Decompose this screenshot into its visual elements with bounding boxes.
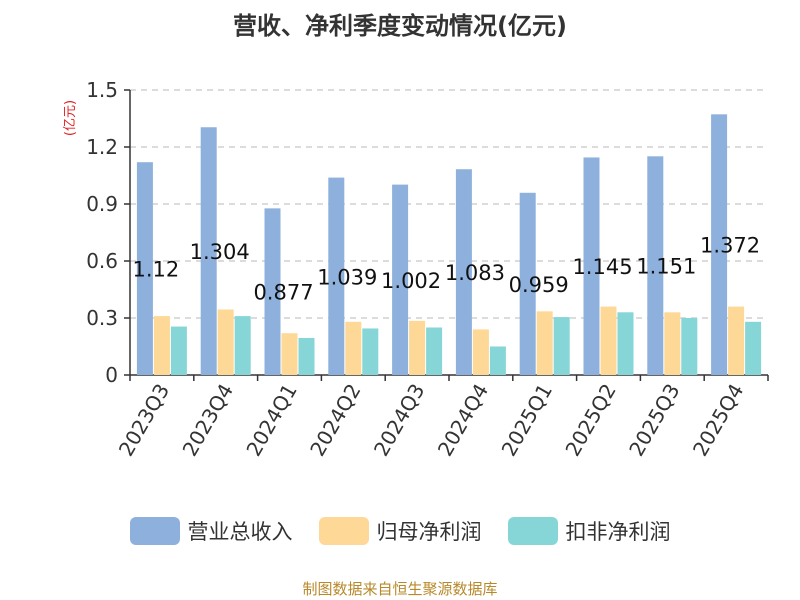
bar bbox=[553, 317, 570, 375]
bar bbox=[264, 208, 281, 375]
x-tick-label: 2025Q3 bbox=[624, 380, 684, 461]
bar bbox=[745, 321, 762, 375]
bar bbox=[409, 320, 426, 375]
legend-label: 归母净利润 bbox=[376, 520, 482, 544]
y-tick-label: 1.5 bbox=[86, 78, 118, 102]
data-label: 1.304 bbox=[190, 240, 250, 264]
bar bbox=[281, 333, 298, 375]
data-source-note: 制图数据来自恒生聚源数据库 bbox=[302, 580, 498, 598]
bar bbox=[664, 312, 681, 375]
x-tick-label: 2024Q1 bbox=[241, 380, 301, 461]
y-tick-label: 0.9 bbox=[86, 192, 118, 216]
data-label: 0.877 bbox=[253, 281, 313, 305]
x-tick-label: 2024Q2 bbox=[305, 380, 365, 461]
bar bbox=[426, 327, 443, 375]
bar bbox=[328, 177, 345, 375]
bar bbox=[234, 316, 251, 375]
x-tick-label: 2023Q4 bbox=[178, 380, 238, 461]
y-tick-label: 0.6 bbox=[86, 249, 118, 273]
legend-item[interactable]: 归母净利润 bbox=[318, 516, 482, 546]
legend-swatch bbox=[129, 517, 180, 545]
bar bbox=[519, 192, 536, 375]
data-label: 1.151 bbox=[636, 255, 696, 279]
x-tick-label: 2025Q4 bbox=[688, 380, 748, 461]
data-label: 1.145 bbox=[572, 255, 632, 279]
x-tick-label: 2023Q3 bbox=[114, 380, 174, 461]
legend-item[interactable]: 扣非净利润 bbox=[507, 516, 671, 546]
bar bbox=[170, 326, 187, 375]
legend-swatch bbox=[507, 517, 558, 545]
x-tick-label: 2024Q4 bbox=[433, 380, 493, 461]
y-tick-label: 0 bbox=[105, 363, 118, 387]
bar bbox=[200, 127, 217, 376]
x-tick-label: 2024Q3 bbox=[369, 380, 429, 461]
data-label: 1.083 bbox=[445, 261, 505, 285]
data-label: 1.039 bbox=[317, 265, 377, 289]
bar bbox=[617, 312, 634, 375]
bar bbox=[136, 162, 153, 375]
chart-title: 营收、净利季度变动情况(亿元) bbox=[233, 12, 567, 40]
bar bbox=[536, 311, 553, 375]
bar bbox=[583, 157, 600, 375]
y-unit-label: (亿元) bbox=[63, 100, 78, 136]
bar bbox=[647, 156, 664, 375]
bar bbox=[711, 114, 728, 375]
data-label: 1.12 bbox=[133, 258, 180, 282]
bar bbox=[392, 184, 409, 375]
bar bbox=[217, 309, 234, 375]
bar bbox=[728, 306, 745, 375]
y-tick-label: 0.3 bbox=[86, 306, 118, 330]
bar bbox=[600, 306, 617, 375]
bar bbox=[362, 328, 379, 375]
bar bbox=[345, 321, 362, 375]
legend-item[interactable]: 营业总收入 bbox=[129, 516, 293, 546]
x-tick-label: 2025Q1 bbox=[497, 380, 557, 461]
bar bbox=[681, 318, 698, 375]
x-tick-label: 2025Q2 bbox=[560, 380, 620, 461]
bar bbox=[472, 329, 489, 375]
data-label: 0.959 bbox=[509, 273, 569, 297]
y-tick-label: 1.2 bbox=[86, 135, 118, 159]
legend: 营业总收入 归母净利润 扣非净利润 bbox=[0, 516, 800, 546]
bar bbox=[489, 346, 506, 375]
bar bbox=[153, 316, 170, 375]
bar bbox=[298, 337, 315, 375]
data-label: 1.372 bbox=[700, 234, 760, 258]
data-label: 1.002 bbox=[381, 269, 441, 293]
bar bbox=[455, 169, 472, 375]
legend-swatch bbox=[318, 517, 369, 545]
legend-label: 扣非净利润 bbox=[565, 520, 671, 544]
legend-label: 营业总收入 bbox=[187, 520, 293, 544]
